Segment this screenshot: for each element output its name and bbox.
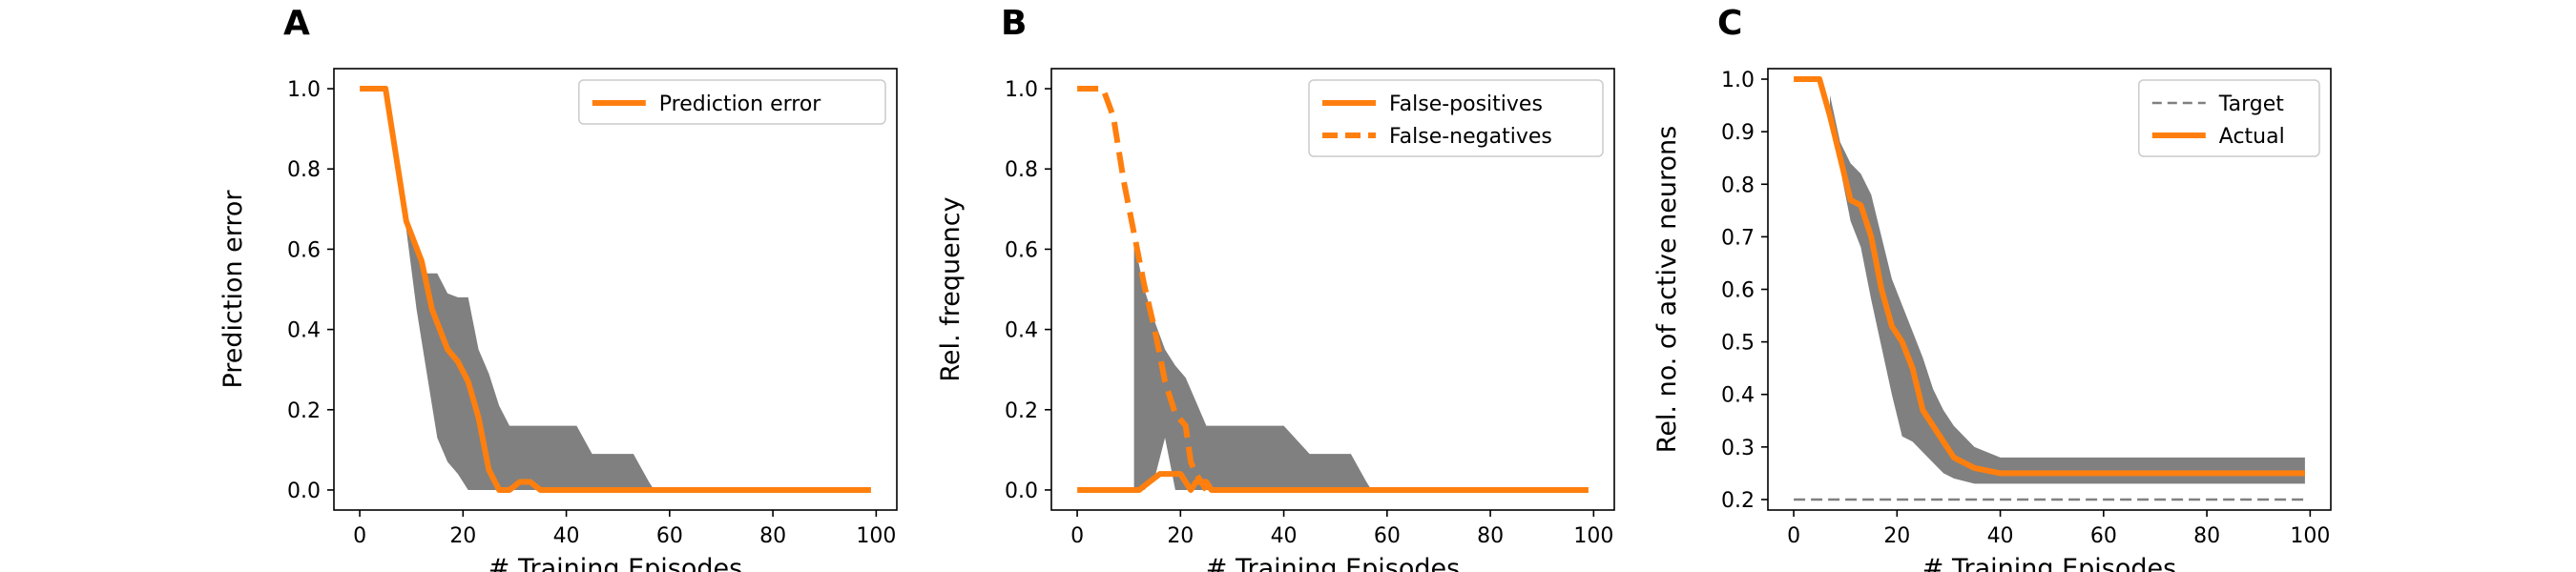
y-tick-label: 0.4 <box>1721 384 1755 408</box>
y-tick-label: 0.8 <box>1005 158 1038 182</box>
x-tick-label: 80 <box>759 524 786 548</box>
y-axis-label: Rel. no. of active neurons <box>1652 126 1682 453</box>
y-tick-label: 0.6 <box>1721 279 1755 303</box>
y-axis-label: Prediction error <box>218 190 248 389</box>
x-tick-label: 100 <box>856 524 896 548</box>
x-tick-label: 100 <box>1573 524 1613 548</box>
y-tick-label: 0.9 <box>1721 121 1755 145</box>
legend: Target Actual <box>2138 79 2320 157</box>
panel-a: A 0 20 40 60 80 100 0.0 0.2 0.4 0.6 0.8 1.0 # Trainin… <box>218 4 898 572</box>
y-tick-label: 0.7 <box>1721 226 1755 250</box>
x-tick-label: 40 <box>553 524 580 548</box>
panel-letter: A <box>283 4 310 43</box>
y-tick-label: 0.2 <box>287 399 321 423</box>
x-tick-label: 80 <box>1477 524 1504 548</box>
series-line-false-negatives <box>1077 86 1209 492</box>
y-tick-label: 0.3 <box>1721 437 1755 460</box>
y-tick-label: 0.0 <box>287 480 321 503</box>
x-tick-label: 20 <box>1167 524 1194 548</box>
y-tick-label: 1.0 <box>1721 69 1755 92</box>
y-tick-label: 0.5 <box>1721 332 1755 356</box>
x-tick-label: 60 <box>2090 524 2117 548</box>
confidence-band <box>405 220 871 490</box>
legend: Prediction error <box>578 79 886 125</box>
x-axis-label: # Training Episodes <box>1922 554 2176 572</box>
y-tick-label: 0.4 <box>1005 319 1038 343</box>
y-tick-label: 0.8 <box>1721 174 1755 197</box>
legend: False-positives False-negatives <box>1308 79 1604 157</box>
x-tick-label: 20 <box>449 524 476 548</box>
y-tick-label: 0.4 <box>287 319 321 343</box>
y-tick-label: 0.0 <box>1005 480 1038 503</box>
x-tick-label: 20 <box>1883 524 1910 548</box>
y-tick-label: 0.2 <box>1005 399 1038 423</box>
y-tick-label: 1.0 <box>287 78 321 102</box>
series-line-prediction-error <box>360 86 871 493</box>
x-tick-label: 60 <box>1374 524 1401 548</box>
legend-label: Target <box>2218 92 2284 116</box>
x-tick-label: 0 <box>1070 524 1084 548</box>
legend-label: Actual <box>2219 125 2285 149</box>
y-tick-label: 0.2 <box>1721 489 1755 513</box>
x-axis-label: # Training Episodes <box>488 554 742 572</box>
legend-label: False-negatives <box>1389 125 1552 149</box>
legend-label: False-positives <box>1389 92 1543 116</box>
axes-frame <box>1050 68 1615 511</box>
series-line-actual <box>1794 76 2305 477</box>
panel-b: B 0 20 40 60 80 100 0.0 0.2 0.4 0.6 0.8 1.0 # Trainin… <box>936 4 1615 572</box>
x-tick-label: 100 <box>2290 524 2330 548</box>
axes-frame <box>333 68 898 511</box>
x-tick-label: 40 <box>1271 524 1298 548</box>
confidence-band <box>1133 241 1589 490</box>
legend-label: Prediction error <box>659 92 821 116</box>
panel-letter: C <box>1717 4 1742 43</box>
x-tick-label: 0 <box>1787 524 1800 548</box>
legend-box <box>1308 79 1604 157</box>
x-axis-label: # Training Episodes <box>1206 554 1460 572</box>
y-tick-label: 1.0 <box>1005 78 1038 102</box>
x-tick-label: 80 <box>2193 524 2220 548</box>
y-tick-label: 0.6 <box>1005 238 1038 262</box>
x-tick-label: 60 <box>656 524 683 548</box>
y-axis-label: Rel. frequency <box>936 196 966 381</box>
panel-c: C 0 20 40 60 80 100 0.2 0.3 0.4 0.5 0.6 0.7 0.8 0.9 1.0… <box>1652 4 2332 572</box>
y-tick-label: 0.8 <box>287 158 321 182</box>
legend-box <box>578 79 886 125</box>
x-tick-label: 40 <box>1987 524 2014 548</box>
panel-letter: B <box>1001 4 1027 43</box>
series-line-false-positives <box>1077 471 1589 493</box>
y-tick-label: 0.6 <box>287 238 321 262</box>
x-tick-label: 0 <box>353 524 366 548</box>
